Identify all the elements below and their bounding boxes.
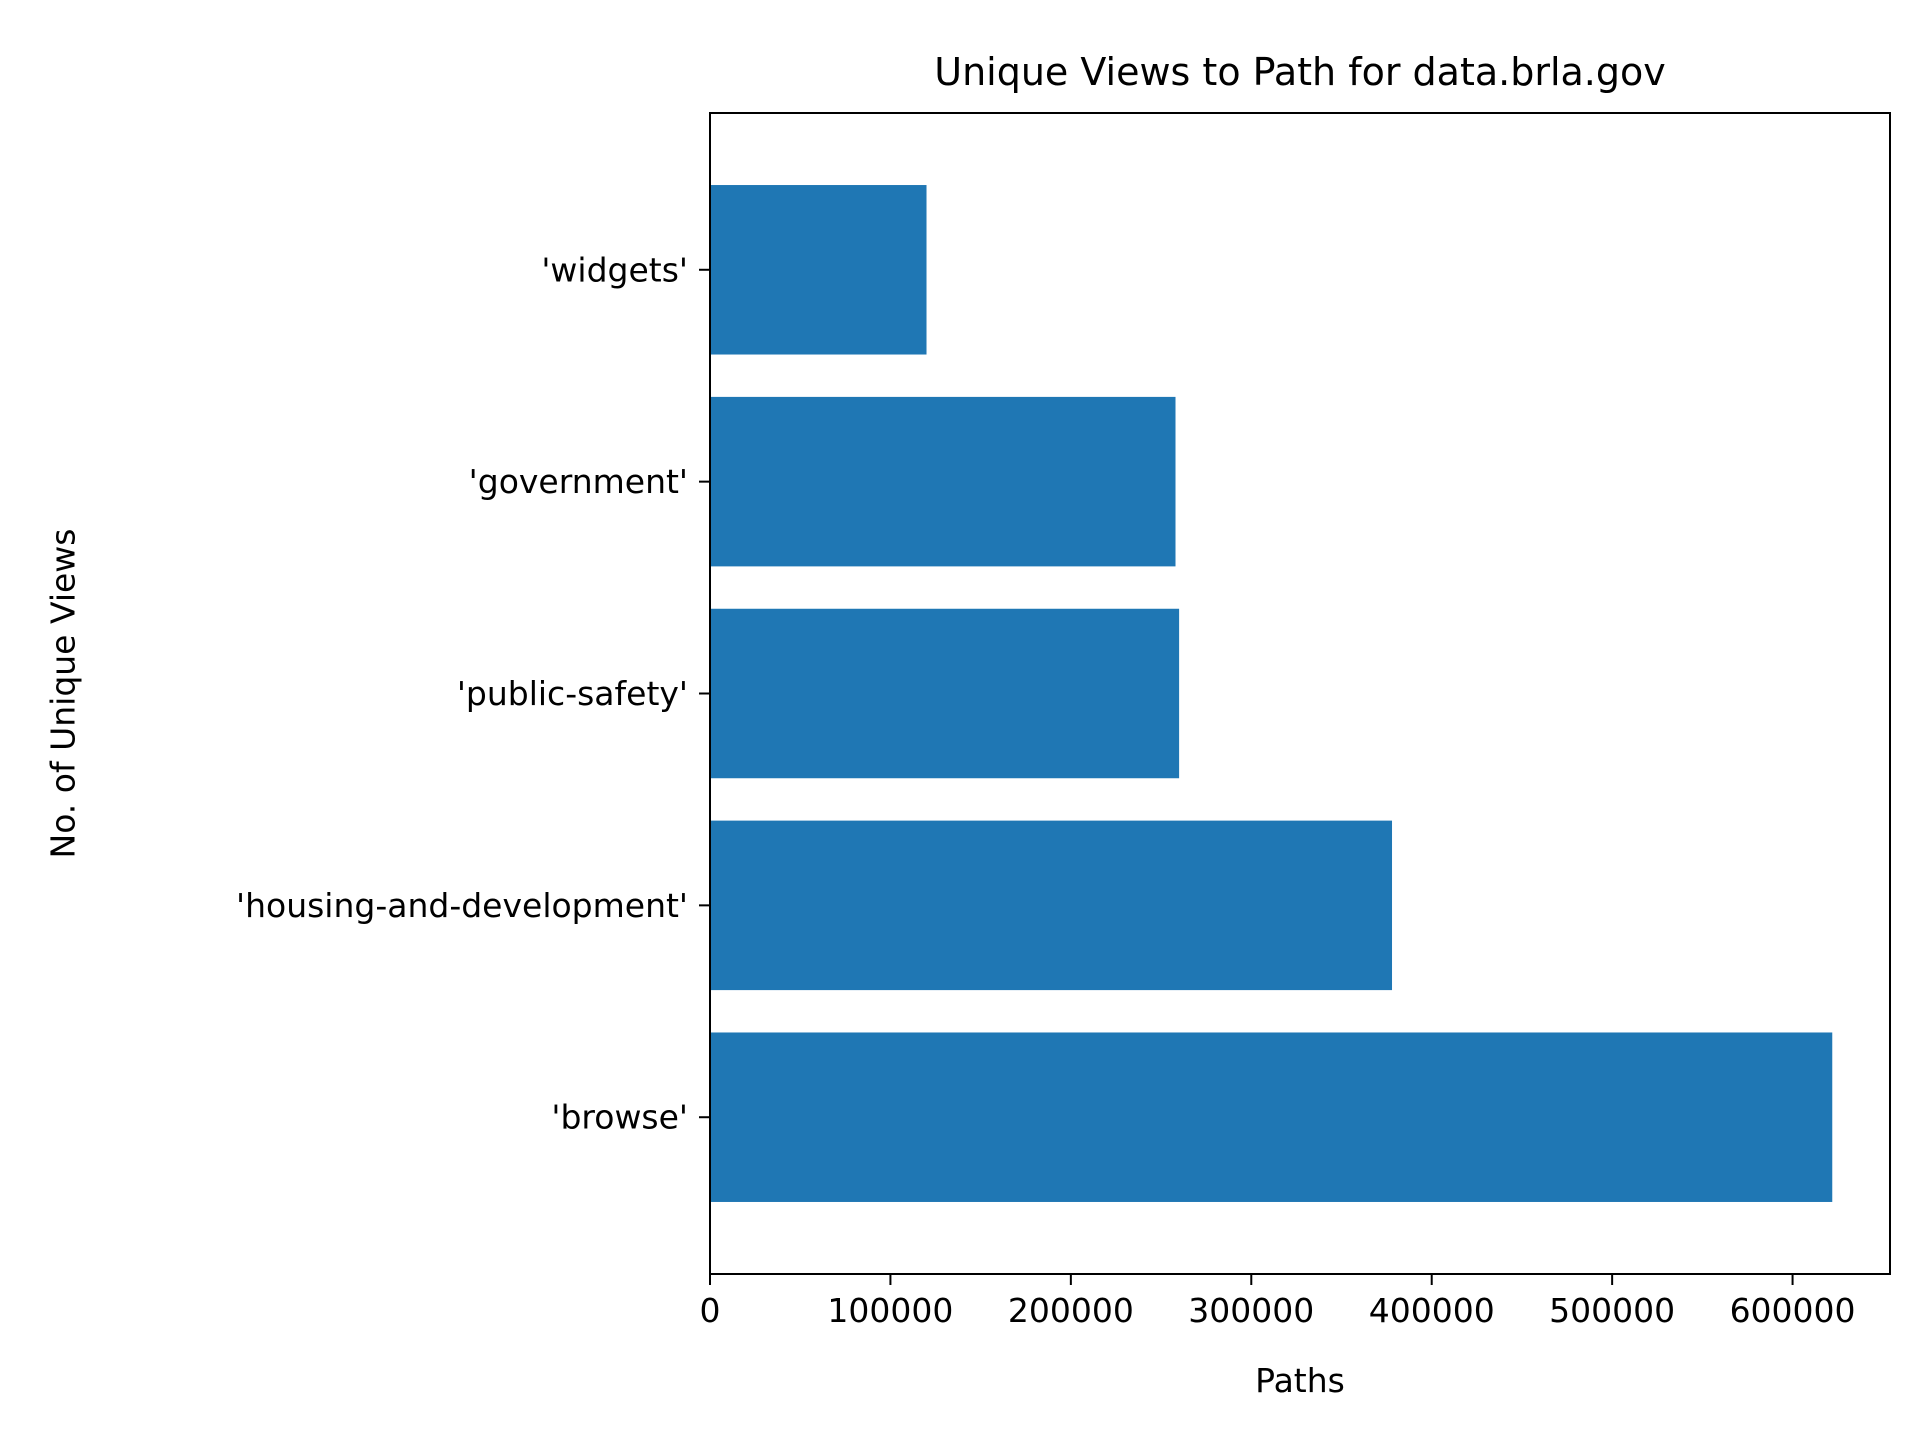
x-tick-label: 0 [700, 1291, 721, 1330]
y-tick-label: 'government' [469, 462, 688, 501]
bar-housing-and-development [710, 820, 1393, 991]
y-tick-label: 'browse' [551, 1098, 688, 1137]
x-tick-label: 400000 [1369, 1291, 1495, 1330]
x-tick-label: 600000 [1730, 1291, 1856, 1330]
bar-government [710, 396, 1176, 567]
x-tick-label: 100000 [827, 1291, 953, 1330]
y-axis-label: No. of Unique Views [44, 529, 83, 859]
bar-widgets [710, 185, 927, 355]
x-axis-label: Paths [1255, 1361, 1345, 1400]
y-tick-label: 'public-safety' [457, 674, 688, 713]
chart-title: Unique Views to Path for data.brla.gov [934, 50, 1665, 94]
x-tick-label: 300000 [1188, 1291, 1314, 1330]
x-tick-label: 500000 [1549, 1291, 1675, 1330]
x-axis-ticks: 0 100000 200000 300000 400000 500000 600000 [700, 1274, 1856, 1330]
y-tick-label: 'widgets' [541, 250, 688, 289]
y-axis-ticks: 'widgets' 'government' 'public-safety' 'hou… [236, 250, 710, 1137]
bars-layer [710, 185, 1833, 1202]
bar-browse [710, 1032, 1833, 1202]
y-tick-label: 'housing-and-development' [236, 886, 688, 925]
x-tick-label: 200000 [1008, 1291, 1134, 1330]
bar-public-safety [710, 608, 1180, 779]
